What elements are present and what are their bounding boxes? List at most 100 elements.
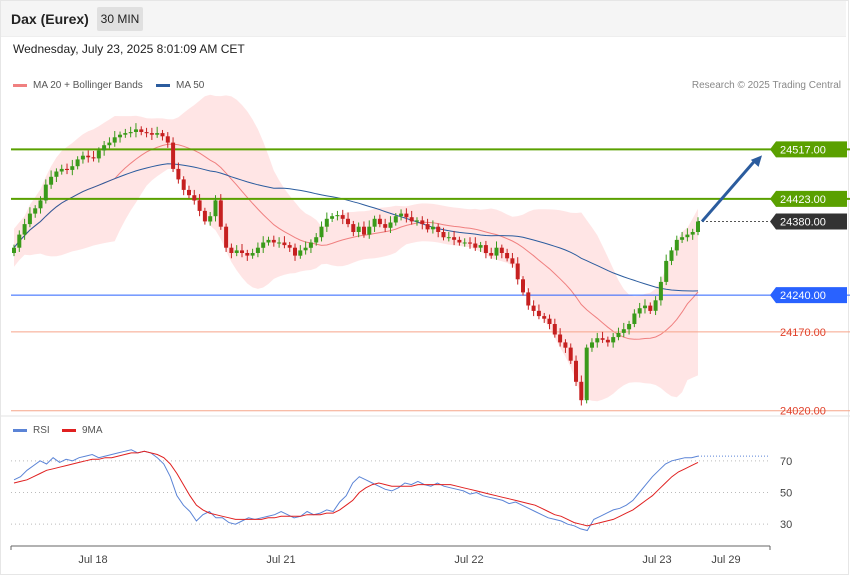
candle-body [139, 129, 144, 132]
candle-body [107, 142, 112, 146]
interval-button[interactable]: 30 MIN [97, 7, 143, 31]
toolbar: Dax (Eurex) 30 MIN [0, 0, 846, 37]
candle-body [229, 247, 234, 253]
candle-body [494, 247, 499, 256]
candle-body [298, 250, 303, 256]
rsi-ma-label: 9MA [82, 425, 103, 436]
timestamp: Wednesday, July 23, 2025 8:01:09 AM CET [13, 42, 245, 56]
candle-body [595, 338, 600, 343]
candle-body [80, 155, 85, 160]
candle-body [489, 253, 494, 256]
candle-body [552, 324, 557, 335]
candle-body [335, 215, 340, 217]
candle-body [637, 308, 642, 314]
rsi-ma-line [13, 450, 699, 527]
candle-body [383, 224, 388, 228]
candle-body [664, 260, 669, 282]
candle-body [605, 339, 610, 343]
rsi-ma-swatch [62, 429, 76, 432]
candle-body [404, 213, 409, 218]
candle-body [420, 220, 425, 225]
candle-body [250, 253, 255, 256]
candle-body [176, 168, 181, 180]
rsi-tick-50: 50 [780, 488, 792, 500]
ma20-label: MA 20 + Bollinger Bands [33, 80, 143, 91]
candle-body [563, 342, 568, 348]
candle-body [568, 347, 573, 361]
candle-body [393, 216, 398, 223]
candle-body [96, 150, 101, 159]
x-tick-label: Jul 21 [266, 554, 295, 566]
candle-body [49, 176, 54, 185]
rsi-label: RSI [33, 425, 50, 436]
candle-body [266, 239, 271, 243]
candle-body [59, 168, 64, 172]
candle-body [70, 166, 75, 170]
rsi-tick-70: 70 [780, 456, 792, 468]
candle-body [112, 137, 117, 143]
candle-body [118, 134, 122, 138]
candle-body [356, 226, 361, 232]
candle-body [160, 133, 165, 137]
candle-body [627, 324, 632, 330]
candle-body [425, 224, 430, 230]
candle-body [38, 200, 43, 209]
candle-body [415, 220, 419, 222]
candle-body [102, 145, 107, 151]
candle-body [171, 142, 176, 169]
x-tick-label: Jul 18 [78, 554, 107, 566]
candle-body [192, 195, 197, 201]
ma20-swatch [13, 84, 27, 87]
legend-rsi-ma: 9MA [62, 425, 103, 436]
candle-body [388, 222, 393, 228]
candle-body [123, 133, 128, 135]
price-tag-bg [770, 213, 847, 230]
candle-body [282, 242, 287, 246]
candle-body [462, 242, 467, 244]
candle-body [319, 226, 324, 238]
candle-body [399, 213, 404, 217]
candle-body [574, 360, 578, 382]
price-tag-bg [770, 141, 847, 158]
candle-body [314, 237, 319, 243]
candle-body [648, 305, 653, 311]
candle-body [86, 155, 91, 158]
price-tag-24380.00: 24380.00 [780, 216, 826, 228]
candle-body [149, 133, 154, 135]
price-tag-bg [770, 190, 847, 207]
candle-body [526, 292, 531, 306]
price-tag-24423.00: 24423.00 [780, 194, 826, 206]
candle-body [324, 218, 329, 227]
candle-body [340, 215, 345, 219]
candle-body [362, 226, 366, 235]
price-tag-24517.00: 24517.00 [780, 144, 826, 156]
candle-body [441, 232, 446, 238]
forecast-arrow-shaft [700, 158, 758, 223]
symbol-title: Dax (Eurex) [11, 11, 89, 27]
candle-body [430, 226, 435, 230]
candle-body [346, 218, 350, 225]
candle-body [531, 305, 536, 311]
candle-body [674, 239, 679, 251]
candle-body [632, 313, 637, 324]
price-tag-24020.00: 24020.00 [780, 406, 826, 418]
candle-body [17, 234, 22, 248]
rsi-swatch [13, 429, 27, 432]
candle-body [542, 316, 547, 319]
candle-body [271, 239, 276, 243]
candle-body [473, 243, 478, 248]
candle-body [197, 200, 202, 211]
legend-rsi: RSI [13, 425, 50, 436]
x-tick-label: Jul 22 [454, 554, 483, 566]
candle-body [696, 221, 700, 232]
candle-body [202, 210, 207, 222]
candle-body [245, 253, 250, 256]
candle-body [261, 242, 266, 248]
candle-body [134, 129, 138, 132]
candle-body [653, 300, 658, 311]
candle-body [54, 171, 59, 177]
x-tick-label: Jul 29 [711, 554, 740, 566]
candle-body [505, 253, 510, 259]
